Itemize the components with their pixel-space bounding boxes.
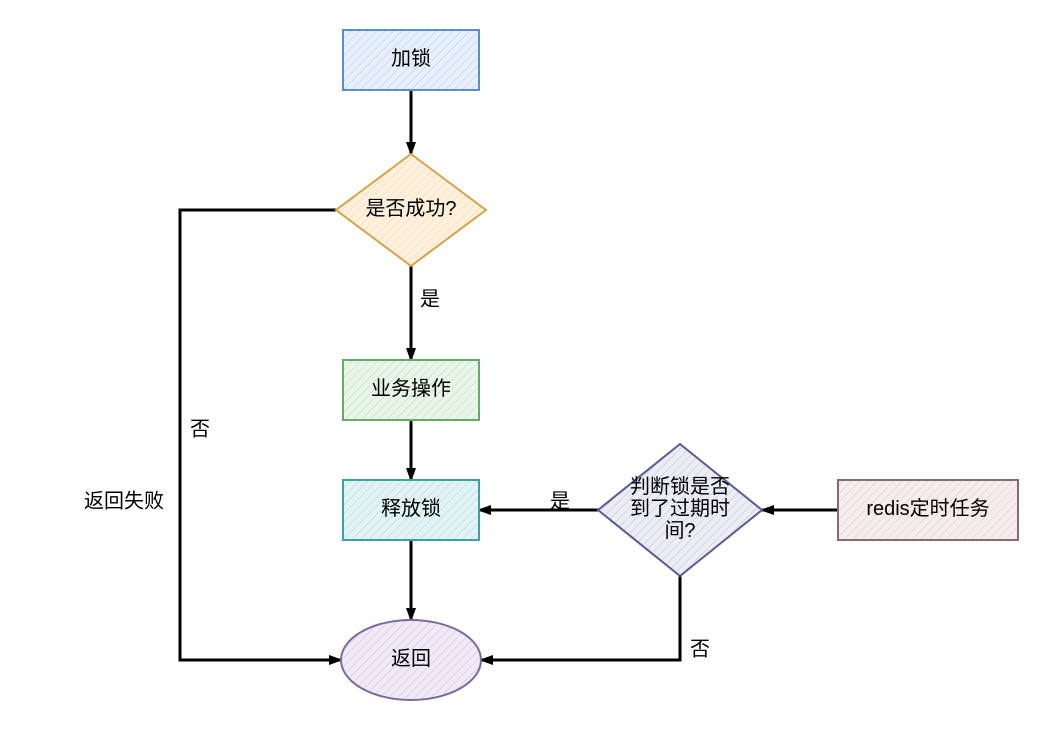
edge-label-e5: 否: [190, 418, 210, 440]
edge-label-e2: 是: [420, 288, 440, 310]
node-label-return: 返回: [391, 647, 431, 670]
node-label-biz: 业务操作: [371, 377, 451, 400]
edge-extra-label-e5: 返回失败: [84, 489, 164, 512]
edge-label-e7: 是: [550, 490, 570, 512]
node-biz: 业务操作: [343, 360, 479, 420]
node-label-lock: 加锁: [391, 47, 431, 70]
flowchart-canvas: 是否返回失败是否加锁是否成功?业务操作释放锁判断锁是否到了过期时间?redis定…: [0, 0, 1042, 736]
node-lock: 加锁: [343, 30, 479, 90]
edge-e8: [481, 576, 680, 660]
node-expire: 判断锁是否到了过期时间?: [598, 444, 762, 576]
node-success: 是否成功?: [336, 154, 486, 266]
node-redis: redis定时任务: [838, 480, 1018, 540]
edge-label-e8: 否: [690, 638, 710, 660]
node-label-release: 释放锁: [381, 497, 441, 520]
node-release: 释放锁: [343, 480, 479, 540]
node-label-success: 是否成功?: [365, 197, 456, 220]
node-label-redis: redis定时任务: [866, 497, 989, 520]
node-return: 返回: [341, 620, 481, 700]
nodes-group: 加锁是否成功? 业务操作释放锁 判断锁是否到了过期时间? redis定时任务返回: [336, 30, 1018, 700]
